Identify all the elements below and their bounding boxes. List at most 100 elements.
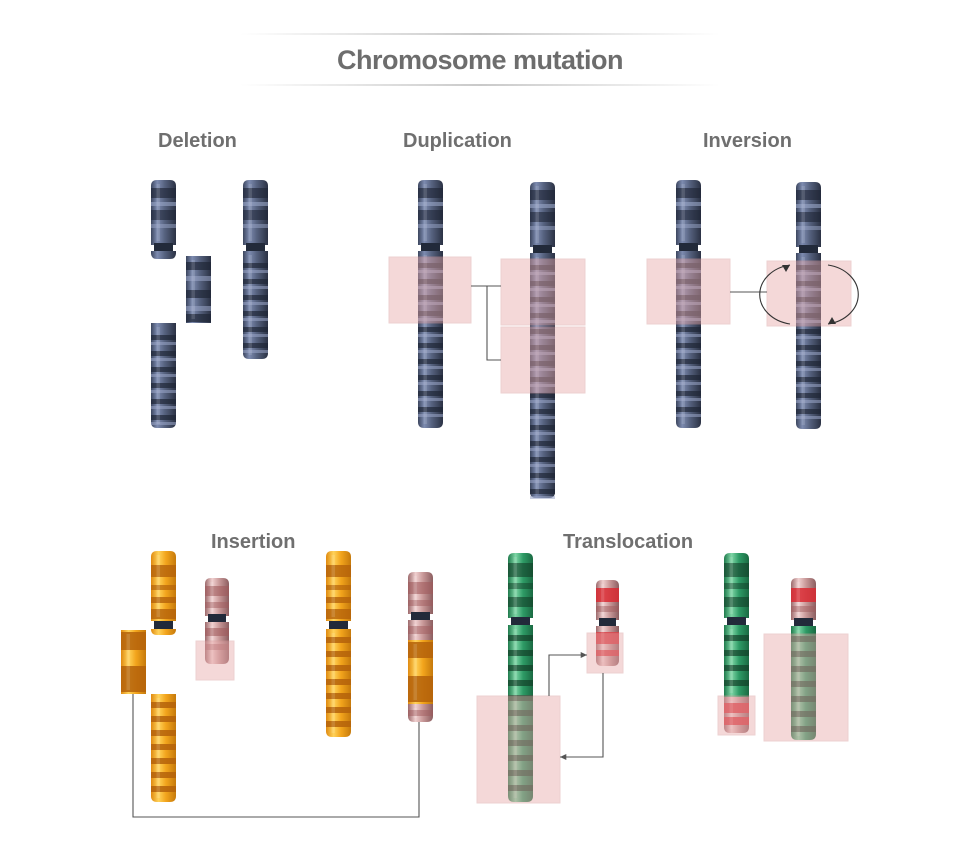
centromere bbox=[246, 243, 265, 251]
inversion-chromosome-2-p-arm bbox=[796, 182, 821, 247]
chromosome-band bbox=[151, 422, 176, 425]
chromosome-band bbox=[530, 377, 555, 382]
chromosome-band bbox=[508, 785, 533, 791]
chromosome-band bbox=[596, 632, 619, 644]
chromosome-band bbox=[186, 262, 211, 270]
chromosome-band bbox=[151, 399, 176, 404]
label-deletion: Deletion bbox=[158, 130, 237, 152]
arrowhead bbox=[580, 651, 587, 659]
chromosome-band bbox=[151, 415, 176, 420]
centromere-pinch bbox=[208, 614, 226, 622]
chromosome-band bbox=[530, 272, 555, 275]
chromosome-band bbox=[676, 295, 701, 300]
chromosome-band bbox=[530, 297, 555, 302]
label-translocation: Translocation bbox=[563, 531, 694, 553]
chromosome-band bbox=[530, 226, 555, 230]
chromosome-band bbox=[418, 270, 443, 273]
chromosome-gloss bbox=[601, 584, 605, 616]
chromosome-band bbox=[676, 202, 701, 206]
chromosome-band bbox=[508, 695, 533, 701]
chromosome-band bbox=[186, 276, 211, 281]
chromosome-band bbox=[408, 642, 433, 658]
centromere-pinch bbox=[329, 621, 348, 629]
insertion-chromosome-2-p-arm bbox=[326, 551, 351, 621]
chromosome-band bbox=[418, 224, 443, 228]
chromosome-band bbox=[676, 224, 701, 228]
centromere-pinch bbox=[533, 245, 552, 253]
chromosome-band bbox=[796, 409, 821, 414]
chromosome-band bbox=[796, 336, 821, 339]
chromosome-band bbox=[596, 650, 619, 656]
insertion-pink-chromosome-2-p-arm bbox=[408, 572, 433, 614]
chromosome-band bbox=[418, 318, 443, 321]
chromosome-band bbox=[418, 327, 443, 332]
inversion-chromosome-1-p-arm bbox=[676, 180, 701, 245]
chromosome-band bbox=[676, 279, 701, 284]
chromosome-band bbox=[530, 480, 555, 483]
chromosome-band bbox=[243, 210, 268, 220]
inversion-rotate-arc-left bbox=[759, 264, 791, 325]
chromosome-band bbox=[243, 202, 268, 206]
chromosome-band bbox=[151, 210, 176, 220]
chromosome-band bbox=[418, 302, 443, 305]
chromosome-band bbox=[676, 210, 701, 220]
deletion-chromosome-2-p-arm bbox=[243, 180, 268, 245]
chromosome-band bbox=[530, 432, 555, 435]
translocation-chromosome-1-p-arm bbox=[508, 553, 533, 618]
label-duplication: Duplication bbox=[403, 130, 512, 152]
chromosome-band bbox=[796, 393, 821, 398]
chromosome-band bbox=[326, 721, 351, 727]
chromosome-band bbox=[418, 398, 443, 401]
chromosome-band bbox=[151, 367, 176, 372]
chromosome-band bbox=[724, 563, 749, 577]
chromosome-band bbox=[724, 717, 749, 725]
chromosome-band bbox=[676, 382, 701, 385]
chromosome-gloss bbox=[331, 555, 335, 617]
chromosome-band bbox=[530, 281, 555, 286]
chromosome-band bbox=[791, 711, 816, 717]
chromosome-band bbox=[676, 343, 701, 348]
chromosome-gloss bbox=[729, 557, 733, 614]
centromere bbox=[154, 621, 173, 629]
chromosome-band bbox=[530, 496, 555, 499]
chromosome-band bbox=[530, 400, 555, 403]
chromosome-band bbox=[408, 600, 433, 606]
chromosome-band bbox=[791, 651, 816, 657]
chromosome-band bbox=[530, 457, 555, 462]
deletion-chromosome-1-stub bbox=[151, 251, 176, 259]
translocation-connector-2 bbox=[560, 673, 604, 758]
chromosome-band bbox=[243, 334, 268, 337]
chromosome-gloss bbox=[156, 698, 160, 798]
centromere bbox=[533, 245, 552, 253]
chromosome-band bbox=[791, 696, 816, 702]
chromosome-band bbox=[530, 368, 555, 371]
chromosome-band bbox=[530, 473, 555, 478]
chromosome-band bbox=[151, 202, 176, 206]
chromosome-band bbox=[326, 565, 351, 577]
translocation-target-box bbox=[586, 632, 624, 674]
chromosome-band bbox=[724, 597, 749, 607]
translocation-result-box-2 bbox=[763, 633, 849, 742]
chromosome-band bbox=[796, 352, 821, 355]
chromosome-band bbox=[508, 770, 533, 776]
chromosome-band bbox=[326, 693, 351, 699]
deletion-chromosome-2-q-arm bbox=[243, 251, 268, 359]
chromosome-gloss bbox=[413, 624, 417, 636]
chromosome-band bbox=[676, 391, 701, 396]
chromosome-gloss bbox=[156, 184, 160, 241]
chromosome-band bbox=[418, 382, 443, 385]
chromosome-band bbox=[676, 318, 701, 321]
chromosome-band bbox=[418, 359, 443, 364]
chromosome-band bbox=[151, 609, 176, 619]
chromosome-band bbox=[151, 772, 176, 778]
chromosome-gloss bbox=[681, 255, 685, 424]
chromosome-gloss bbox=[210, 582, 214, 612]
chromosome-band bbox=[676, 366, 701, 369]
chromosome-gloss bbox=[423, 255, 427, 424]
chromosome-band bbox=[418, 343, 443, 348]
centromere-pinch bbox=[599, 618, 616, 626]
chromosome-band bbox=[796, 313, 821, 318]
chromosome-band bbox=[186, 314, 211, 322]
chromosome-gloss bbox=[729, 629, 733, 693]
